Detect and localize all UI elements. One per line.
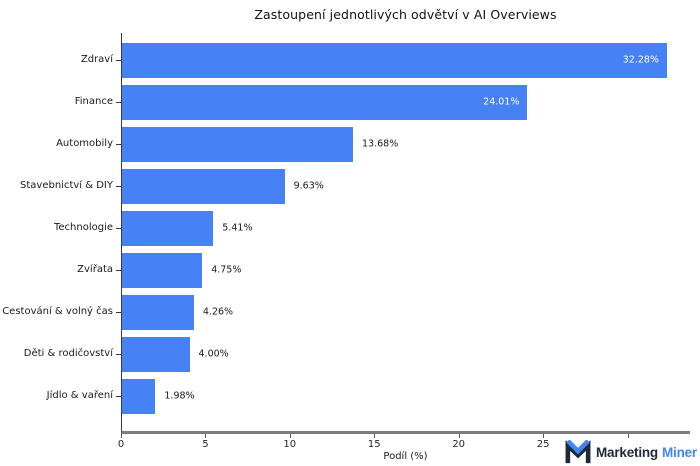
bar bbox=[122, 210, 214, 246]
x-tick-label: 5 bbox=[202, 439, 209, 450]
value-label: 24.01% bbox=[483, 96, 520, 108]
value-label: 9.63% bbox=[293, 180, 324, 192]
x-axis-tick bbox=[627, 434, 629, 438]
value-label: 32.28% bbox=[622, 54, 659, 66]
x-tick-label: 0 bbox=[117, 439, 125, 450]
chart-title: Zastoupení jednotlivých odvětví v AI Ove… bbox=[254, 7, 557, 22]
category-label: Finance bbox=[74, 95, 113, 107]
value-label: 4.75% bbox=[211, 264, 242, 276]
category-label: Zvířata bbox=[77, 263, 113, 275]
x-tick-label: 25 bbox=[536, 439, 550, 450]
x-axis-tick bbox=[543, 434, 545, 438]
x-axis-tick bbox=[458, 434, 460, 438]
x-tick-label: 20 bbox=[452, 439, 466, 450]
x-axis-tick bbox=[374, 434, 376, 438]
x-axis-tick bbox=[121, 434, 122, 438]
y-axis-tick bbox=[116, 227, 121, 229]
y-axis-tick bbox=[116, 59, 121, 61]
bar bbox=[122, 294, 194, 330]
y-axis-tick bbox=[116, 353, 121, 355]
y-axis-tick bbox=[116, 395, 121, 397]
category-label: Děti & rodičovství bbox=[23, 347, 113, 359]
x-tick-label: 15 bbox=[367, 439, 381, 450]
y-axis-tick bbox=[116, 101, 121, 103]
value-label: 4.26% bbox=[202, 306, 234, 318]
value-label: 13.68% bbox=[362, 138, 399, 150]
category-label: Jídlo & vaření bbox=[46, 389, 113, 401]
category-label: Stavebnictví & DIY bbox=[20, 179, 113, 191]
bar: 32.28% bbox=[122, 42, 667, 78]
category-label: Cestování & volný čas bbox=[2, 305, 113, 317]
bar bbox=[122, 126, 353, 162]
logo-text-marketing: Marketing bbox=[596, 444, 658, 460]
y-axis-tick bbox=[116, 311, 121, 313]
logo-text-miner: Miner bbox=[661, 444, 697, 460]
marketing-miner-logo-icon bbox=[565, 440, 591, 464]
bar bbox=[122, 336, 190, 372]
x-axis-tick bbox=[289, 434, 291, 438]
x-axis-tick bbox=[205, 434, 207, 438]
value-label: 5.41% bbox=[222, 222, 253, 234]
value-label: 4.00% bbox=[198, 348, 229, 360]
y-axis-tick bbox=[116, 143, 121, 145]
plot-area: 32.28% 24.01% 13.68% 9.63% 5.41% 4.75% 4.26% 4.… bbox=[121, 33, 690, 434]
category-label: Zdraví bbox=[80, 53, 113, 65]
y-axis-tick bbox=[116, 269, 121, 271]
bar bbox=[122, 252, 203, 288]
y-axis-tick bbox=[116, 185, 121, 187]
bar: 24.01% bbox=[122, 84, 528, 120]
category-label: Technologie bbox=[53, 221, 113, 233]
marketing-miner-logo: Marketing Miner bbox=[565, 440, 697, 464]
x-axis-label: Podíl (%) bbox=[383, 451, 428, 462]
x-tick-label: 10 bbox=[283, 439, 297, 450]
bar bbox=[122, 378, 156, 414]
bar bbox=[122, 168, 285, 204]
value-label: 1.98% bbox=[164, 390, 195, 402]
category-label: Automobily bbox=[56, 137, 113, 149]
